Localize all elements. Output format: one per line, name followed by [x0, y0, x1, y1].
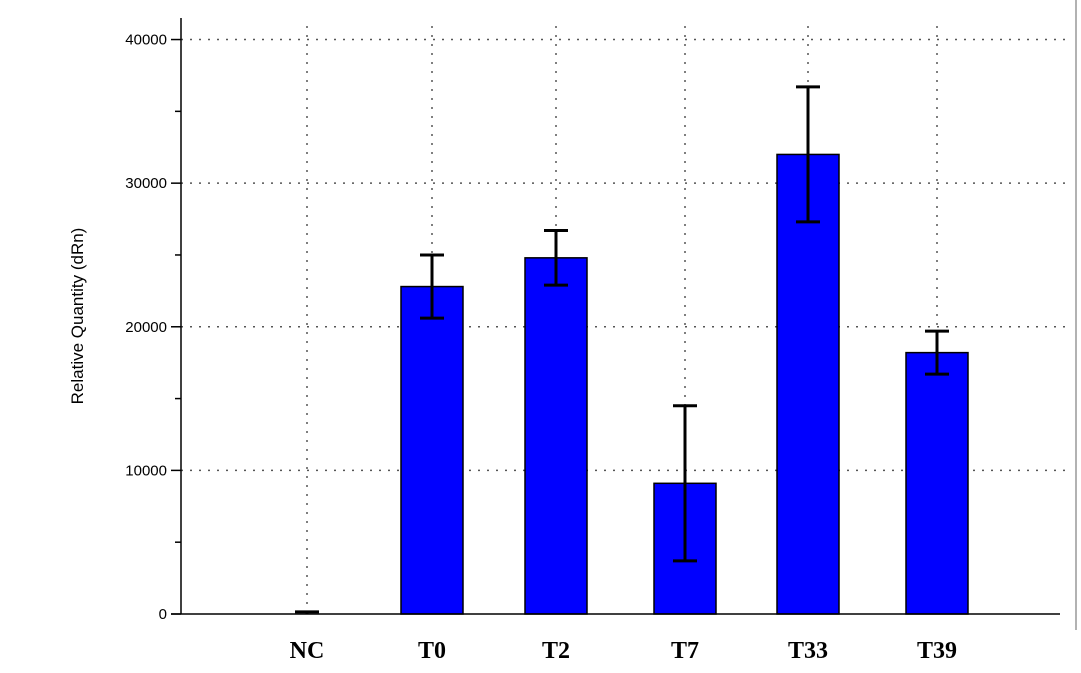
- y-tick-label: 30000: [125, 175, 167, 192]
- bars-layer: [295, 85, 969, 615]
- x-tick-label: T39: [917, 638, 957, 664]
- bar: [400, 285, 464, 615]
- axes-layer: [171, 0, 1077, 630]
- y-axis-label: Relative Quantity (dRn): [68, 228, 87, 405]
- bar: [524, 257, 588, 615]
- y-tick-label: 0: [159, 606, 167, 623]
- tick-layer: 0 10000 20000 30000 40000 NC T0 T2 T7 T33 T39: [125, 32, 957, 664]
- x-tick-label: NC: [290, 638, 325, 664]
- y-tick-label: 20000: [125, 319, 167, 336]
- x-tick-label: T2: [542, 638, 570, 664]
- x-tick-label: T7: [671, 638, 699, 664]
- y-tick-label: 10000: [125, 462, 167, 479]
- bar: [776, 153, 840, 615]
- bar: [905, 351, 969, 615]
- x-tick-label: T33: [788, 638, 828, 664]
- y-tick-label: 40000: [125, 32, 167, 49]
- x-tick-label: T0: [418, 638, 446, 664]
